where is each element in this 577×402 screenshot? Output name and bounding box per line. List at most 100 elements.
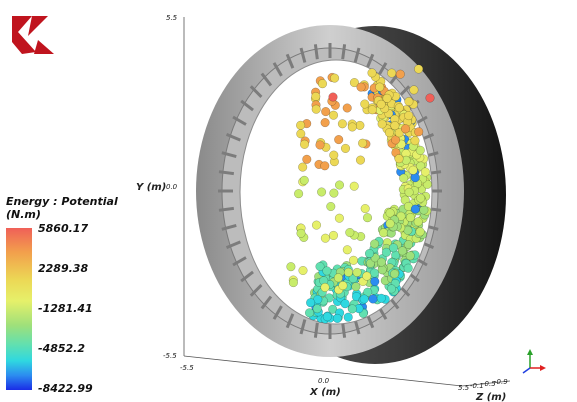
particle bbox=[358, 138, 368, 148]
particle bbox=[348, 274, 358, 284]
z-axis-label: Z (m) bbox=[475, 392, 506, 402]
particle bbox=[322, 312, 332, 322]
particle bbox=[369, 268, 379, 278]
particle bbox=[425, 93, 435, 103]
particle bbox=[332, 313, 342, 323]
lifter-tooth bbox=[260, 295, 273, 310]
y-axis-tick-bottom: -5.5 bbox=[163, 352, 177, 360]
particle bbox=[349, 78, 359, 88]
particle bbox=[349, 181, 359, 191]
particle bbox=[338, 281, 348, 291]
particle bbox=[302, 154, 312, 164]
particle bbox=[395, 69, 405, 79]
particle bbox=[337, 119, 347, 129]
lifter-tooth bbox=[225, 240, 241, 250]
y-axis-tick-mid: 0.0 bbox=[166, 183, 178, 191]
particle bbox=[376, 293, 386, 303]
particle bbox=[409, 85, 419, 95]
particle bbox=[343, 267, 353, 277]
particle bbox=[345, 227, 355, 238]
legend-tick-max: 5860.17 bbox=[38, 222, 89, 235]
particle bbox=[379, 228, 389, 238]
lifter-tooth bbox=[285, 313, 295, 329]
lifter-tooth bbox=[299, 47, 307, 63]
lifter-tooth bbox=[341, 322, 347, 338]
particle bbox=[320, 161, 330, 171]
particle bbox=[385, 208, 395, 218]
lifter-tooth bbox=[218, 170, 235, 176]
particle bbox=[329, 150, 339, 160]
particle bbox=[404, 187, 414, 197]
axes-frame bbox=[183, 17, 511, 387]
particle bbox=[390, 135, 401, 145]
particle bbox=[296, 120, 306, 130]
particle bbox=[321, 107, 331, 117]
particle bbox=[404, 96, 414, 107]
particle bbox=[396, 211, 406, 221]
particle bbox=[377, 119, 387, 129]
lifter-tooth bbox=[272, 62, 283, 77]
particle bbox=[386, 284, 397, 294]
particle bbox=[298, 162, 308, 172]
particle bbox=[299, 175, 309, 185]
lifter-tooth bbox=[249, 283, 263, 297]
particle bbox=[334, 213, 344, 223]
lifter-tooth bbox=[221, 223, 237, 231]
particle bbox=[360, 204, 370, 214]
particle bbox=[352, 267, 362, 277]
particle bbox=[317, 187, 327, 197]
x-axis-label: X (m) bbox=[309, 387, 341, 398]
x-axis-tick-left: -5.5 bbox=[180, 364, 194, 372]
lifter-tooth bbox=[365, 53, 375, 69]
particle bbox=[376, 257, 387, 267]
particle bbox=[414, 64, 424, 74]
particle bbox=[385, 219, 395, 229]
particle bbox=[394, 154, 404, 164]
particle bbox=[410, 136, 420, 146]
particle bbox=[326, 201, 336, 212]
lifter-tooth bbox=[341, 44, 347, 60]
particle bbox=[298, 265, 308, 276]
particle bbox=[334, 135, 344, 145]
particle bbox=[381, 247, 391, 257]
particle bbox=[397, 246, 407, 256]
logo-icon bbox=[12, 16, 54, 54]
particle bbox=[330, 73, 340, 83]
particle bbox=[328, 230, 339, 240]
particle bbox=[320, 233, 330, 243]
particle bbox=[405, 212, 415, 223]
particle bbox=[382, 93, 392, 103]
particle bbox=[312, 304, 322, 314]
legend-title-line2: (N.m) bbox=[6, 208, 41, 221]
particle bbox=[347, 122, 357, 132]
particle bbox=[388, 243, 399, 253]
particle bbox=[317, 79, 328, 89]
particle bbox=[419, 205, 429, 215]
lifter-tooth bbox=[285, 53, 295, 69]
particle bbox=[334, 180, 345, 190]
particle bbox=[320, 118, 330, 128]
lifter-tooth bbox=[218, 206, 235, 212]
particle bbox=[377, 265, 387, 275]
particle bbox=[333, 273, 343, 283]
lifter-tooth bbox=[260, 72, 273, 87]
color-bar bbox=[6, 228, 32, 390]
lifter-tooth bbox=[299, 319, 307, 335]
particle bbox=[394, 103, 404, 113]
particle bbox=[340, 299, 350, 309]
orientation-triad-icon[interactable] bbox=[522, 349, 546, 374]
particle bbox=[370, 276, 380, 287]
particle bbox=[348, 255, 359, 265]
lifter-tooth bbox=[249, 85, 263, 99]
particle bbox=[403, 263, 413, 273]
particle bbox=[405, 251, 415, 261]
particle bbox=[296, 228, 306, 238]
lifter-tooth bbox=[221, 151, 237, 159]
particle bbox=[414, 127, 424, 137]
lifter-tooth bbox=[240, 99, 254, 112]
legend-tick-2: 2289.38 bbox=[38, 262, 89, 275]
particle bbox=[294, 189, 304, 199]
particle bbox=[415, 227, 425, 237]
particle bbox=[342, 103, 352, 113]
